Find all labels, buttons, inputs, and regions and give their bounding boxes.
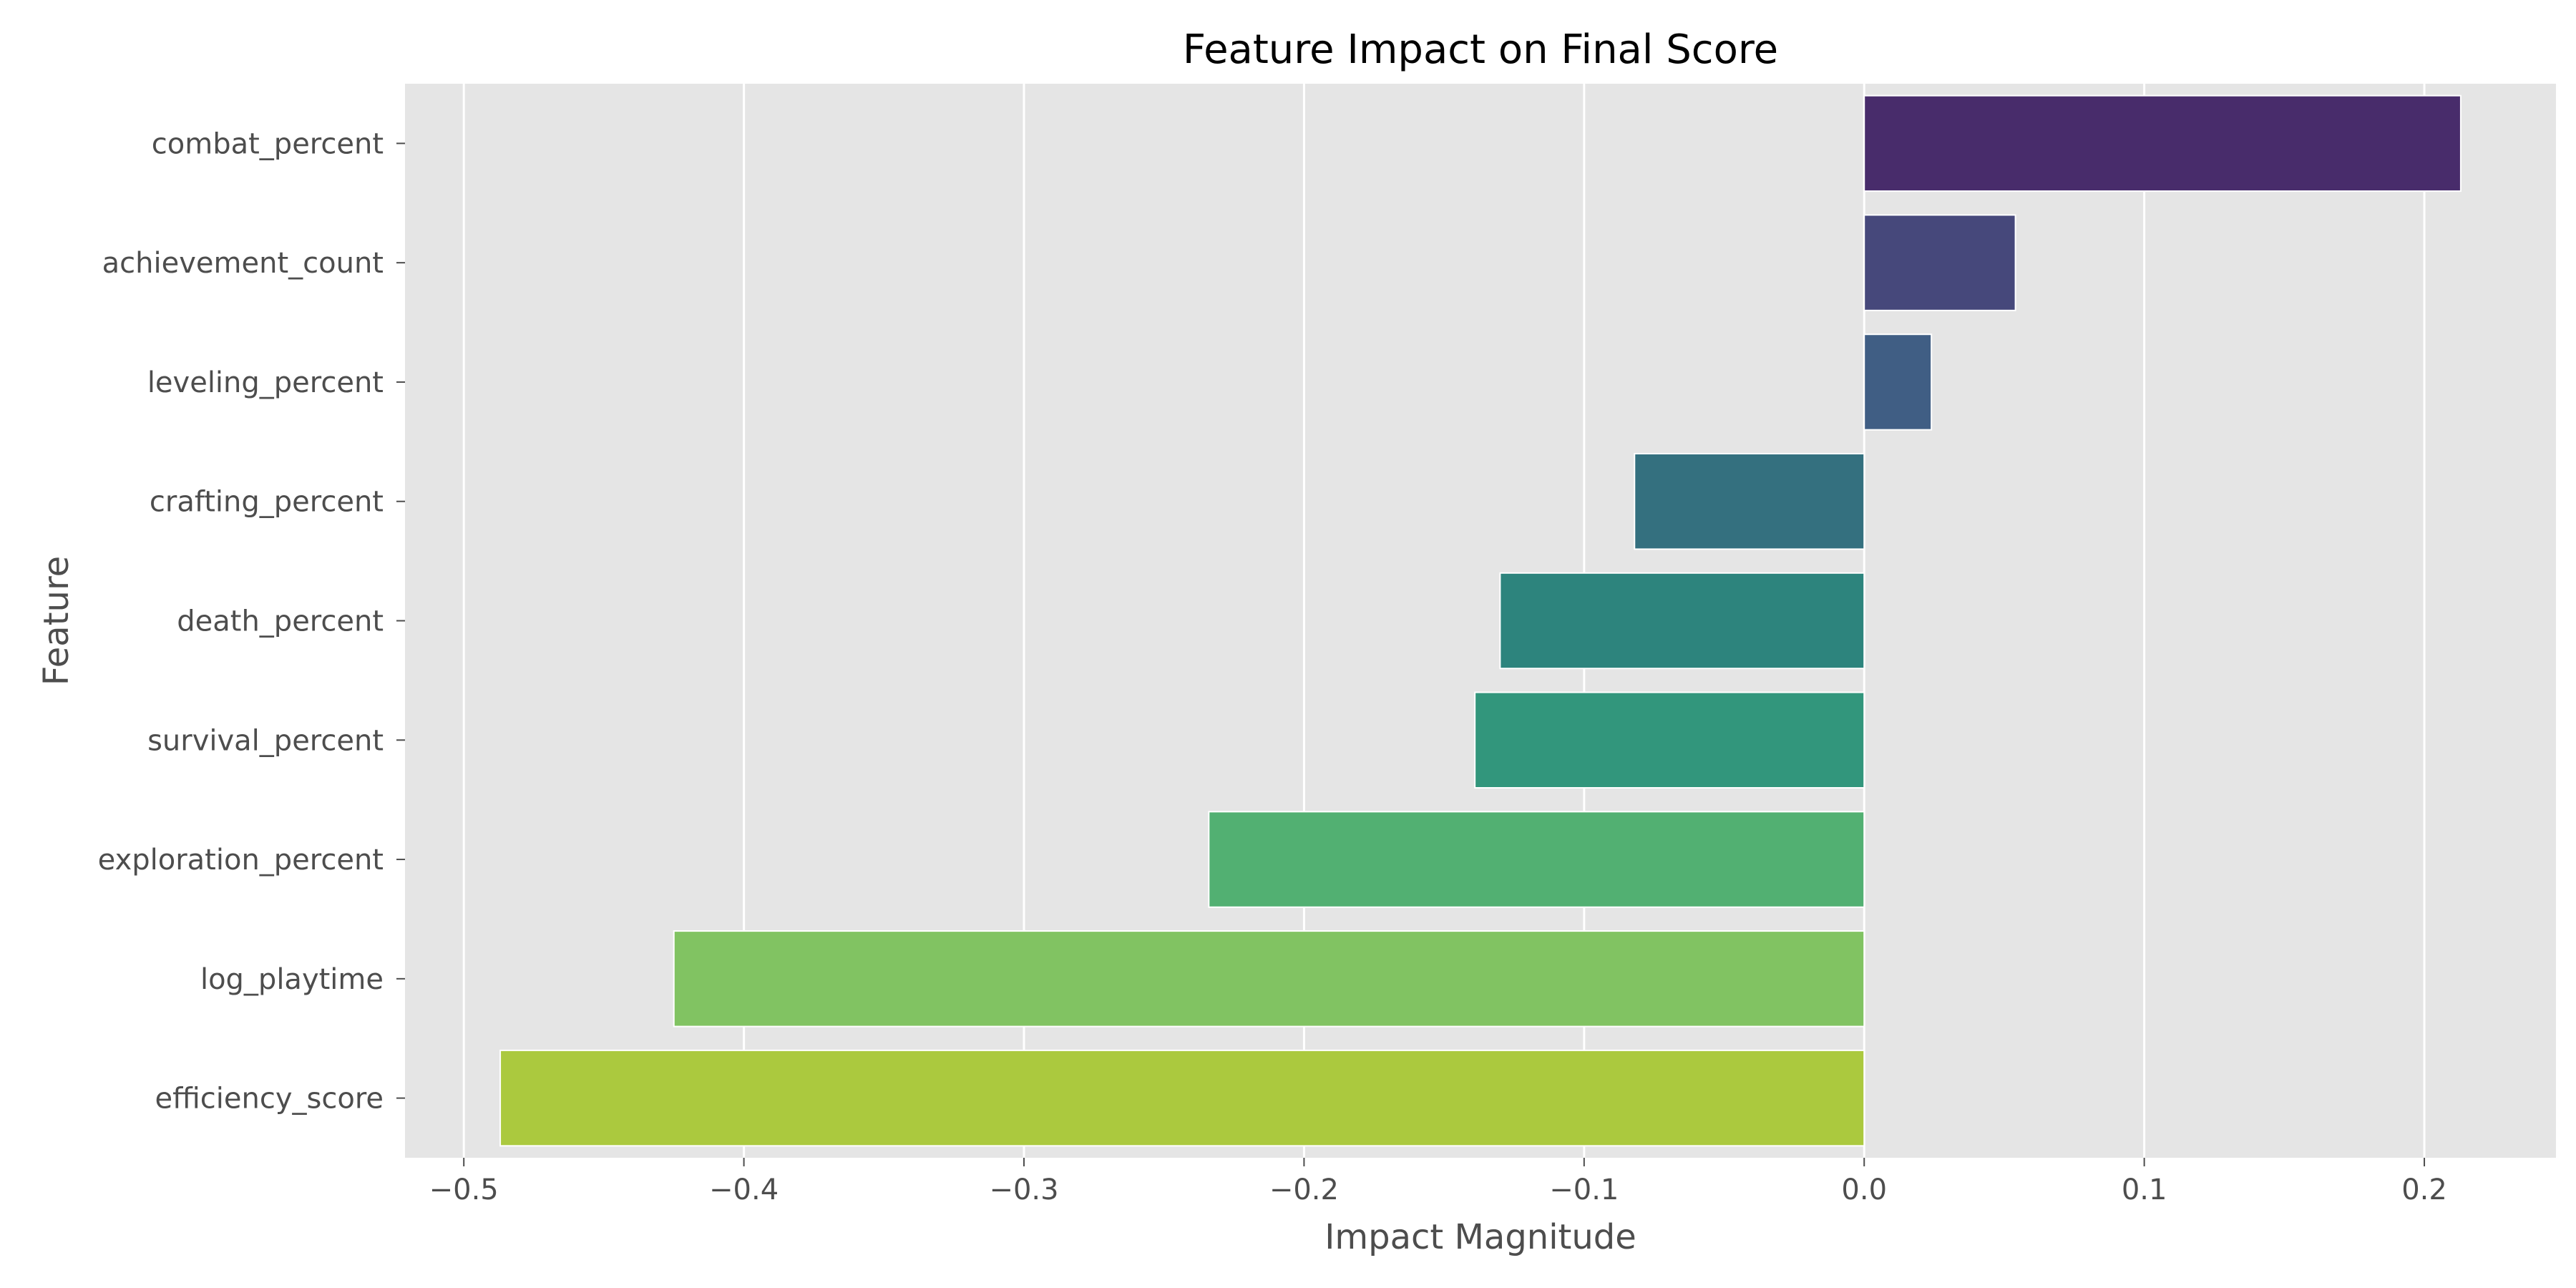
x-tick-label: 0.0 (1841, 1174, 1887, 1206)
x-axis-label: Impact Magnitude (1324, 1217, 1636, 1257)
bar-death-percent (1499, 572, 1865, 670)
bar-crafting-percent (1634, 453, 1865, 550)
bar-exploration-percent (1208, 811, 1865, 908)
bar-leveling-percent (1863, 333, 1933, 431)
y-axis-ticks: combat_percent achievement_count leveling_… (98, 127, 405, 1116)
x-tick-label: −0.2 (1269, 1174, 1339, 1206)
y-tick-label: achievement_count (102, 247, 384, 280)
bar-log-playtime (673, 930, 1865, 1028)
y-tick-label: log_playtime (200, 963, 384, 996)
x-tick-label: −0.3 (989, 1174, 1058, 1206)
bar-survival-percent (1474, 691, 1865, 789)
x-tick-label: −0.4 (709, 1174, 779, 1206)
y-tick-label: survival_percent (147, 724, 384, 757)
y-axis-label: Feature (36, 556, 77, 686)
bar-achievement-count (1863, 214, 2016, 311)
chart-title: Feature Impact on Final Score (1183, 26, 1778, 73)
x-tick-label: 0.2 (2401, 1174, 2447, 1206)
y-tick-label: efficiency_score (155, 1083, 384, 1116)
y-tick-label: leveling_percent (147, 366, 384, 399)
bar-efficiency-score (499, 1049, 1865, 1147)
y-tick-label: combat_percent (152, 127, 384, 160)
y-tick-label: exploration_percent (98, 844, 384, 877)
bars (499, 94, 2462, 1147)
y-tick-label: crafting_percent (150, 486, 384, 519)
x-tick-label: −0.5 (429, 1174, 499, 1206)
x-tick-label: 0.1 (2122, 1174, 2167, 1206)
x-tick-label: −0.1 (1549, 1174, 1619, 1206)
y-tick-label: death_percent (177, 605, 384, 638)
x-axis-ticks: −0.5 −0.4 −0.3 −0.2 −0.1 0.0 0.1 0.2 (429, 1158, 2447, 1206)
bar-combat-percent (1863, 94, 2462, 192)
